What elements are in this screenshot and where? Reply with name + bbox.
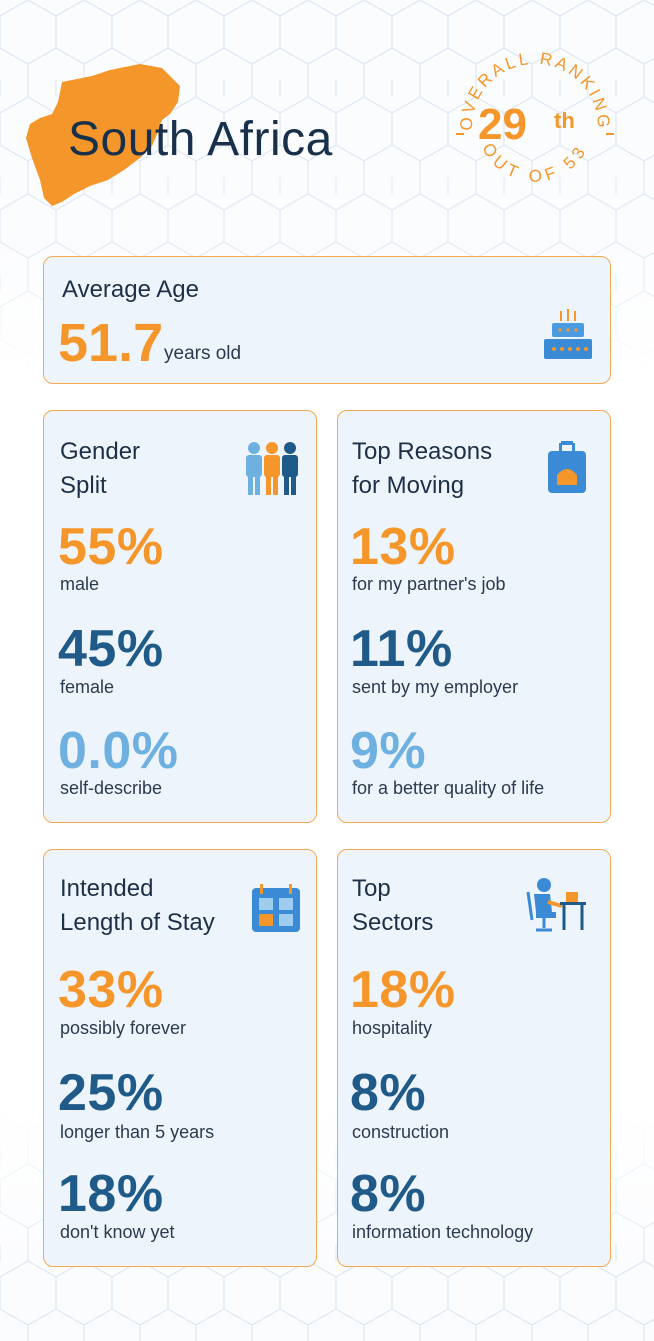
suitcase-icon bbox=[548, 441, 586, 493]
reason-3-label: for a better quality of life bbox=[352, 778, 545, 798]
sectors-title-line2: Sectors bbox=[352, 909, 434, 936]
gender-self-describe-label: self-describe bbox=[60, 778, 163, 798]
average-age-value: 51.7 bbox=[58, 313, 164, 373]
gender-female-label: female bbox=[60, 677, 115, 697]
rank-number: 29 bbox=[478, 100, 527, 149]
stay-3-label: don't know yet bbox=[60, 1222, 175, 1242]
gender-split-card: Gender Split 55% male 45% female 0.0% se… bbox=[43, 410, 317, 823]
gender-split-title-line2: Split bbox=[60, 472, 107, 499]
calendar-icon bbox=[252, 884, 300, 932]
reason-2-value: 11% bbox=[350, 620, 453, 678]
sector-3-label: information technology bbox=[352, 1222, 534, 1242]
ranking-badge: OVERALL RANKING OUT OF 53 bbox=[456, 49, 614, 186]
length-of-stay-title-line1: Intended bbox=[60, 875, 154, 902]
reasons-title-line2: for Moving bbox=[352, 472, 465, 499]
person-at-desk-icon bbox=[526, 878, 586, 932]
gender-split-title-line1: Gender bbox=[60, 438, 141, 465]
stay-3-value: 18% bbox=[58, 1165, 164, 1223]
sector-1-value: 18% bbox=[350, 961, 456, 1019]
gender-female-value: 45% bbox=[58, 620, 164, 678]
south-africa-map-icon bbox=[26, 64, 180, 206]
stay-2-value: 25% bbox=[58, 1064, 164, 1122]
length-of-stay-title-line2: Length of Stay bbox=[60, 909, 215, 936]
gender-male-value: 55% bbox=[58, 518, 164, 576]
sectors-card: Top Sectors 18% hospitality 8% construct… bbox=[337, 849, 611, 1267]
header: South Africa OVERALL RANKING OUT OF 53 2… bbox=[0, 0, 654, 240]
reason-1-value: 13% bbox=[350, 518, 456, 576]
reason-2-label: sent by my employer bbox=[352, 677, 519, 697]
people-icon bbox=[246, 442, 298, 495]
reason-1-label: for my partner's job bbox=[352, 574, 506, 594]
sector-1-label: hospitality bbox=[352, 1018, 433, 1038]
birthday-cake-icon bbox=[544, 309, 592, 359]
rank-suffix: th bbox=[554, 108, 575, 133]
length-of-stay-card: Intended Length of Stay 33% possibly for… bbox=[43, 849, 317, 1267]
average-age-card: Average Age 51.7 years old bbox=[43, 256, 611, 384]
stay-2-label: longer than 5 years bbox=[60, 1122, 215, 1142]
reasons-card: Top Reasons for Moving 13% for my partne… bbox=[337, 410, 611, 823]
average-age-unit: years old bbox=[164, 343, 242, 364]
sector-3-value: 8% bbox=[350, 1165, 427, 1223]
sectors-title-line1: Top bbox=[352, 875, 391, 902]
average-age-title: Average Age bbox=[62, 276, 200, 303]
stay-1-value: 33% bbox=[58, 961, 164, 1019]
reason-3-value: 9% bbox=[350, 722, 427, 780]
country-title: South Africa bbox=[68, 113, 333, 166]
gender-self-describe-value: 0.0% bbox=[58, 722, 179, 780]
stay-1-label: possibly forever bbox=[60, 1018, 187, 1038]
reasons-title-line1: Top Reasons bbox=[352, 438, 493, 465]
sector-2-label: construction bbox=[352, 1122, 450, 1142]
gender-male-label: male bbox=[60, 574, 100, 594]
sector-2-value: 8% bbox=[350, 1064, 427, 1122]
